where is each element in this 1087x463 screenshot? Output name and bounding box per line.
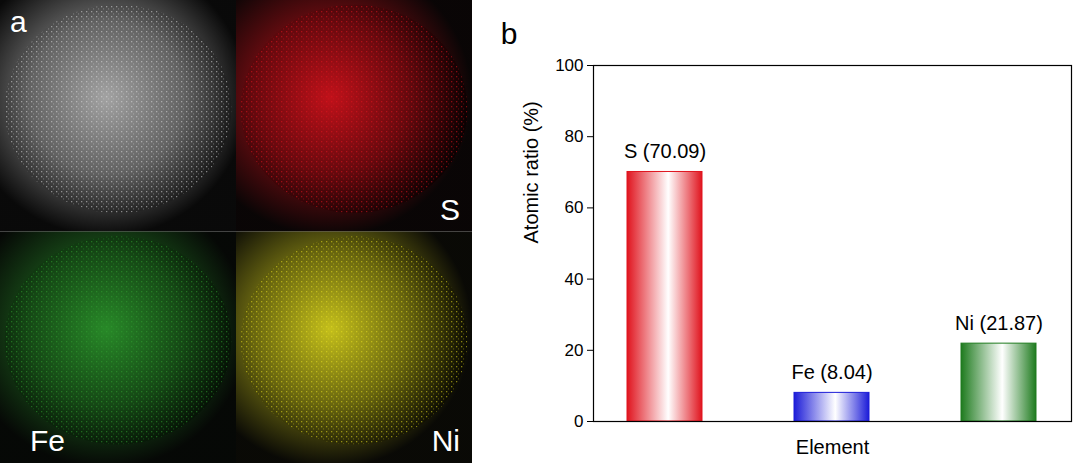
svg-text:0: 0	[574, 412, 583, 431]
svg-text:Ni: Ni	[432, 424, 460, 457]
svg-text:100: 100	[555, 56, 583, 75]
svg-text:Atomic ratio (%): Atomic ratio (%)	[520, 101, 542, 243]
svg-text:b: b	[501, 17, 518, 50]
svg-text:Fe (8.04): Fe (8.04)	[791, 361, 872, 383]
svg-text:80: 80	[565, 127, 584, 146]
svg-text:Fe: Fe	[30, 424, 65, 457]
svg-text:a: a	[10, 5, 27, 38]
svg-text:20: 20	[565, 341, 584, 360]
svg-text:S (70.09): S (70.09)	[624, 140, 706, 162]
svg-text:S: S	[440, 193, 460, 226]
svg-text:Element: Element	[796, 436, 870, 458]
svg-text:60: 60	[565, 198, 584, 217]
svg-text:Ni (21.87): Ni (21.87)	[955, 312, 1043, 334]
svg-text:40: 40	[565, 270, 584, 289]
